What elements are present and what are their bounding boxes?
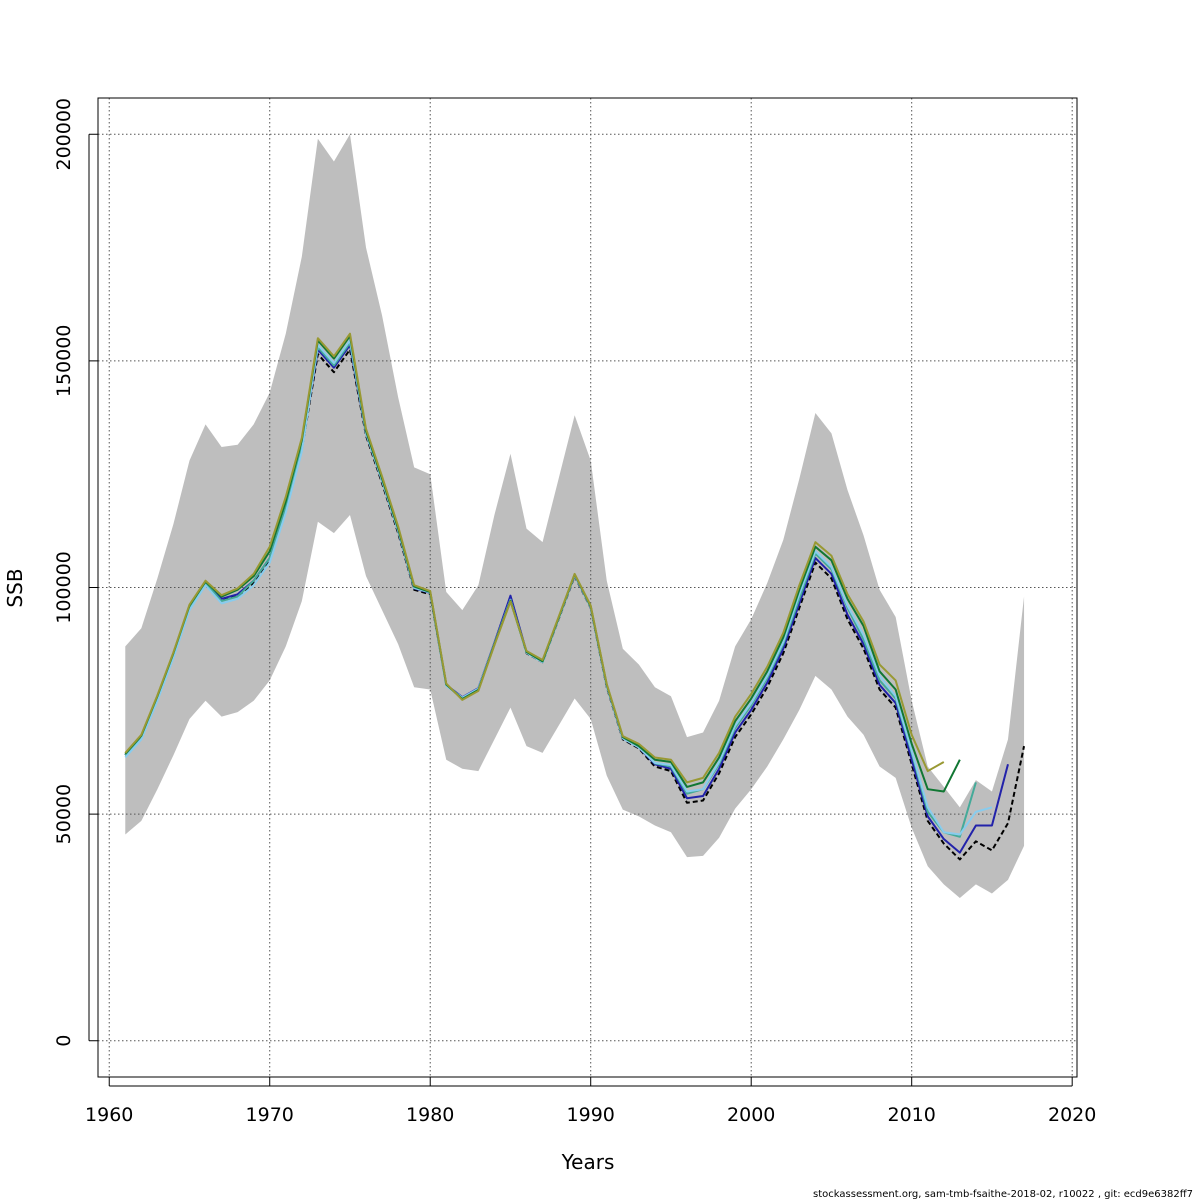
footer-text: stockassessment.org, sam-tmb-fsaithe-201… — [813, 1189, 1193, 1200]
series-layer — [124, 332, 1026, 861]
x-tick-label: 1990 — [567, 1104, 615, 1126]
axis-layer: 1960 1970 1980 1990 2000 2010 2020 0 50000 100000… — [53, 98, 1096, 1126]
x-tick-label: 1980 — [406, 1104, 454, 1126]
y-tick-label: 150000 — [53, 325, 75, 398]
y-tick-label: 0 — [53, 1035, 75, 1047]
y-tick-label: 50000 — [53, 784, 75, 844]
y-tick-label: 100000 — [53, 551, 75, 624]
confidence-band-layer — [125, 134, 1025, 898]
series-line-5 — [124, 334, 961, 793]
x-tick-label: 2000 — [727, 1104, 775, 1126]
y-tick-label: 200000 — [53, 98, 75, 171]
x-axis-title: Years — [561, 1150, 615, 1174]
confidence-band — [125, 134, 1025, 898]
series-line-6 — [124, 332, 945, 784]
x-tick-label: 2020 — [1048, 1104, 1096, 1126]
grid-layer — [98, 98, 1077, 1077]
y-axis-title: SSB — [3, 568, 27, 607]
x-tick-label: 1960 — [85, 1104, 133, 1126]
x-tick-label: 1970 — [246, 1104, 294, 1126]
x-tick-label: 2010 — [888, 1104, 936, 1126]
